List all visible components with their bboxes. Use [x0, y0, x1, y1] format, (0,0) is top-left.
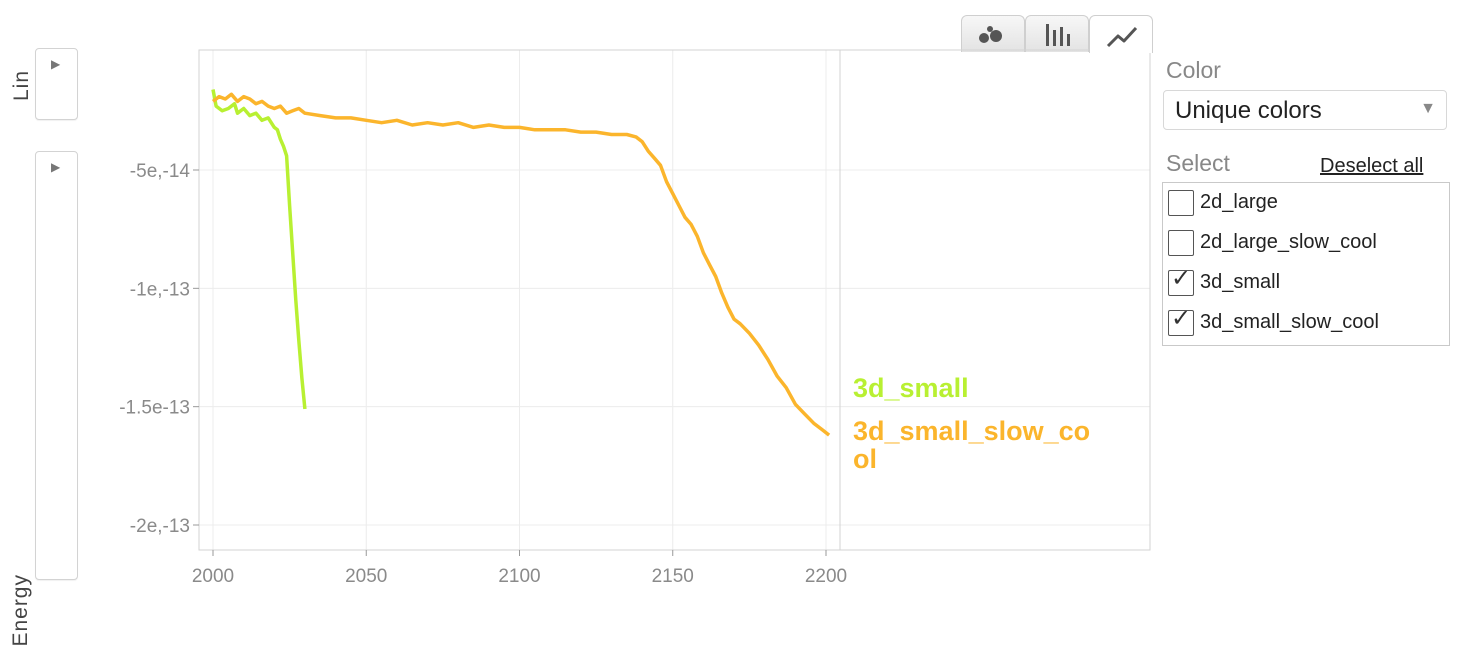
series-item-3d-small-slow-cool[interactable]: ✓ 3d_small_slow_cool: [1168, 304, 1438, 336]
x-tick-label: 2100: [498, 566, 540, 587]
x-tick-label: 2000: [192, 566, 234, 587]
checkbox[interactable]: [1168, 230, 1194, 256]
grid: [199, 50, 1150, 550]
bar-chart-icon: [1046, 24, 1070, 46]
check-icon: ✓: [1171, 304, 1192, 332]
check-icon: ✓: [1171, 264, 1192, 292]
tab-line[interactable]: [1089, 15, 1153, 53]
scatter-icon: [979, 26, 1002, 43]
series-line-3d-small: [211, 89, 307, 410]
series-item-label: 2d_large: [1200, 191, 1278, 213]
y-tick-label: -5e,-14: [130, 161, 191, 182]
checkbox[interactable]: [1168, 270, 1194, 296]
series-item-label: 3d_small_slow_cool: [1200, 311, 1379, 333]
y-tick-label: -2e,-13: [130, 516, 190, 537]
series-end-label: 3d_small_slow_co ol: [853, 416, 1090, 474]
triangle-right-icon: ▶: [51, 160, 61, 174]
x-tick-label: 2150: [652, 566, 694, 587]
triangle-right-icon: ▶: [51, 57, 61, 71]
line-chart: 2000 2050 2100 2150 2200 -5e,-14 -1e,-13 -1.5e-…: [119, 49, 1151, 587]
series-end-label: 3d_small: [853, 373, 969, 403]
color-title: Color: [1166, 57, 1221, 83]
deselect-all-link[interactable]: Deselect all: [1320, 155, 1424, 177]
line-chart-icon: [1106, 26, 1138, 48]
color-select[interactable]: Unique colors ▼: [1163, 90, 1447, 130]
y-tick-label: -1.5e-13: [119, 398, 190, 419]
series-checklist: ✓ 2d_large ✓ 2d_large_slow_cool ✓ 3d_sma…: [1162, 182, 1450, 346]
series-lines: [211, 89, 831, 437]
chevron-down-icon: ▼: [1420, 100, 1436, 117]
tab-bar[interactable]: [1025, 15, 1089, 52]
color-select-value: Unique colors: [1175, 97, 1322, 124]
plot-frame: [198, 49, 1151, 551]
series-end-labels: 3d_small 3d_small_slow_co ol: [853, 373, 1090, 474]
checkbox[interactable]: [1168, 310, 1194, 336]
y-axis-variable-button[interactable]: ▶: [35, 151, 78, 580]
series-item-3d-small[interactable]: ✓ 3d_small: [1168, 264, 1438, 296]
x-tick-label: 2200: [805, 566, 847, 587]
scale-toggle-button[interactable]: ▶: [35, 48, 78, 120]
axis-ticks: 2000 2050 2100 2150 2200 -5e,-14 -1e,-13 -1.5e-…: [119, 161, 847, 587]
tab-scatter[interactable]: [961, 15, 1025, 52]
series-item-label: 2d_large_slow_cool: [1200, 231, 1377, 253]
select-title: Select: [1166, 150, 1230, 176]
series-item-2d-large[interactable]: ✓ 2d_large: [1168, 186, 1438, 216]
series-item-2d-large-slow-cool[interactable]: ✓ 2d_large_slow_cool: [1168, 226, 1438, 256]
checkbox[interactable]: [1168, 190, 1194, 216]
series-line-3d-small-slow-cool: [211, 92, 831, 437]
x-tick-label: 2050: [345, 566, 387, 587]
series-item-label: 3d_small: [1200, 271, 1281, 293]
y-tick-label: -1e,-13: [130, 279, 190, 300]
